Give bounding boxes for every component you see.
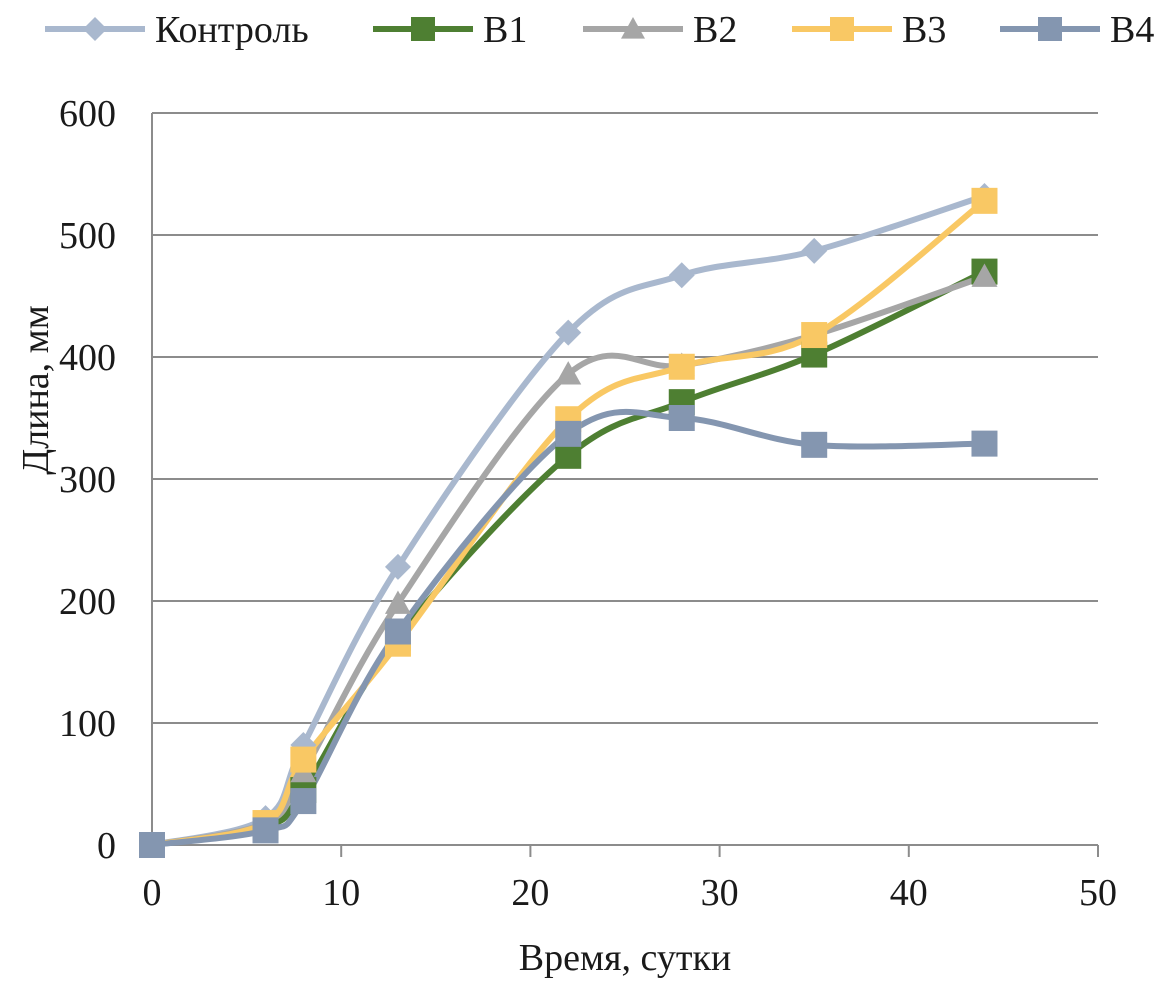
y-tick-label: 0 (97, 825, 116, 867)
series-line-0 (149, 192, 988, 848)
legend-label-0: Контроль (155, 9, 309, 51)
series-markers (139, 182, 998, 858)
legend-label-2: В2 (693, 9, 737, 51)
data-point (668, 405, 695, 431)
data-point (801, 322, 828, 349)
legend-marker-4 (1038, 17, 1062, 41)
x-tick-label: 40 (890, 872, 928, 914)
data-point (290, 788, 317, 815)
y-tick-label: 100 (59, 703, 116, 745)
x-tick-label: 30 (701, 872, 739, 914)
data-point (668, 353, 695, 380)
axes: 0 100 200 300 400 500 600 0 10 20 30 40 50 (59, 93, 1117, 914)
data-point (668, 262, 695, 289)
grid-lines (152, 112, 1098, 724)
x-tick-label: 10 (322, 872, 360, 914)
legend: Контроль В1 В2 В3 В4 (45, 9, 1154, 51)
legend-marker-2 (621, 17, 645, 39)
series-line-4 (149, 408, 988, 848)
legend-label-1: В1 (483, 9, 527, 51)
data-point (555, 442, 582, 469)
data-point (384, 553, 411, 580)
y-tick-label: 600 (59, 93, 116, 135)
data-point (384, 590, 411, 614)
data-point (555, 420, 582, 447)
data-point (384, 618, 411, 645)
series-line-3 (149, 197, 988, 848)
legend-marker-3 (830, 17, 854, 41)
y-tick-label: 500 (59, 215, 116, 257)
legend-marker-0 (83, 17, 107, 41)
data-point (971, 187, 998, 214)
x-tick-label: 20 (511, 872, 549, 914)
y-axis-title: Длина, мм (15, 305, 57, 475)
series-lines (149, 192, 988, 848)
data-point (555, 361, 582, 385)
y-tick-label: 300 (59, 459, 116, 501)
data-point (971, 263, 998, 287)
legend-label-3: В3 (902, 9, 946, 51)
legend-label-4: В4 (1110, 9, 1154, 51)
legend-marker-1 (411, 17, 435, 41)
x-tick-label: 50 (1079, 872, 1117, 914)
data-point (971, 430, 998, 457)
data-point (252, 817, 279, 844)
data-point (290, 746, 317, 773)
x-axis-title: Время, сутки (519, 937, 732, 979)
data-point (139, 832, 165, 858)
data-point (555, 319, 582, 346)
y-tick-label: 200 (59, 581, 116, 623)
data-point (801, 431, 828, 458)
x-tick-label: 0 (143, 872, 162, 914)
data-point (801, 237, 828, 264)
y-tick-label: 400 (59, 337, 116, 379)
